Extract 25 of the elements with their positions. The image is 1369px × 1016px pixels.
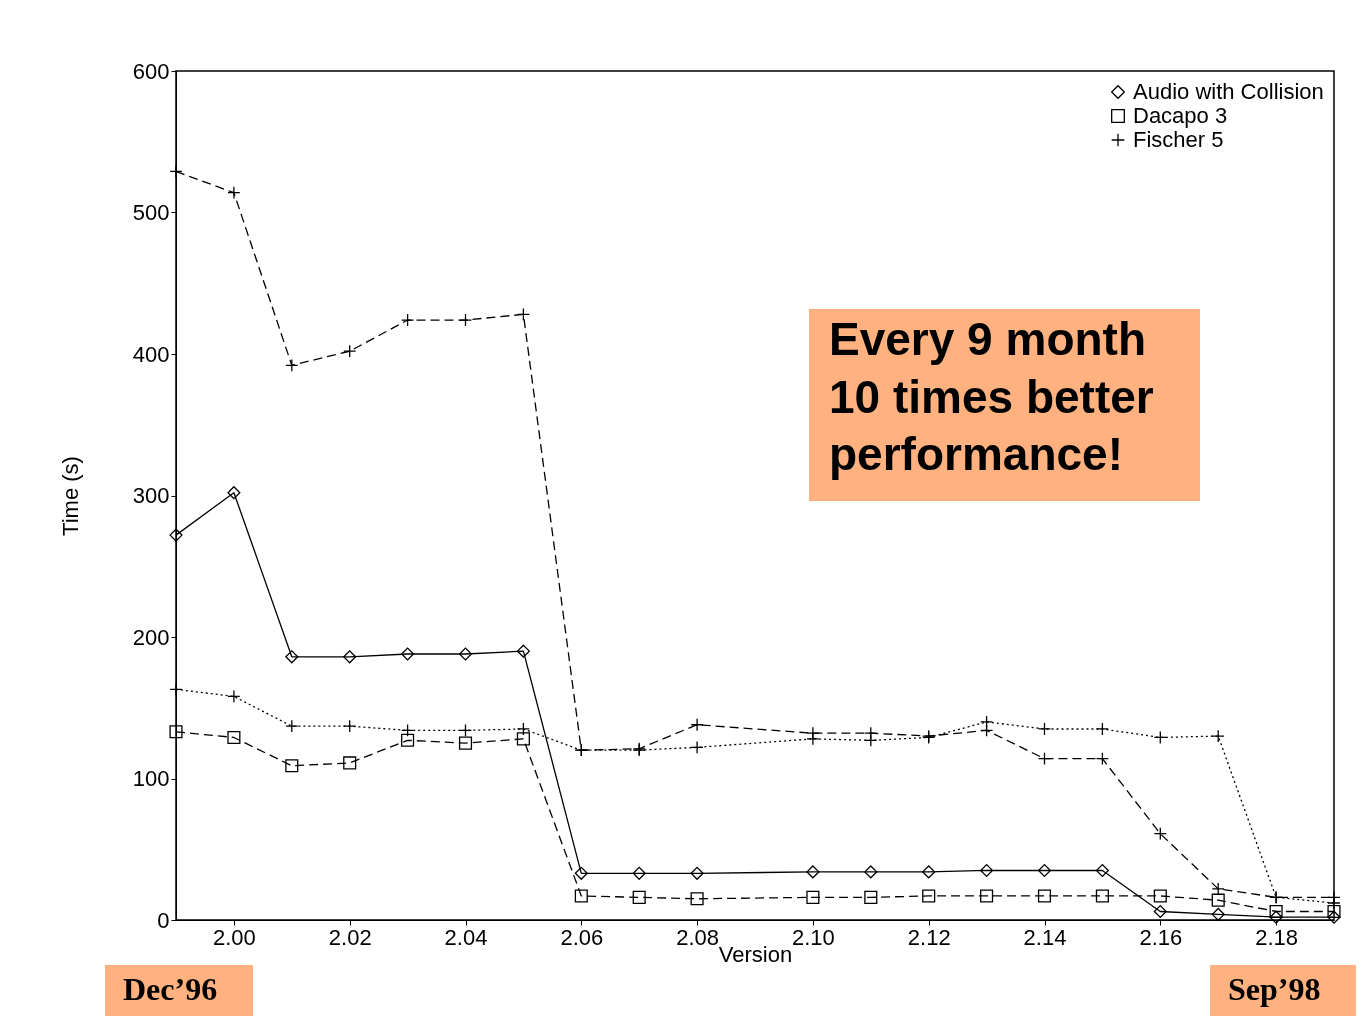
x-tick-label: 2.10 bbox=[791, 924, 835, 950]
legend-label: Dacapo 3 bbox=[1133, 103, 1228, 128]
text: Sep’98 bbox=[1228, 971, 1321, 1007]
y-tick-label: 0 bbox=[157, 907, 170, 933]
x-axis-title: Version bbox=[718, 941, 793, 967]
annotation: Every 9 month 10 times better performance! bbox=[829, 313, 1154, 480]
x-tick-label: 2.08 bbox=[676, 924, 720, 950]
x-tick-label: 2.18 bbox=[1255, 924, 1299, 950]
y-tick-label: 400 bbox=[132, 341, 170, 367]
y-axis-title: Time (s) bbox=[57, 456, 83, 536]
y-tick-label: 300 bbox=[132, 483, 170, 508]
legend-label: Audio with Collision bbox=[1133, 79, 1324, 104]
x-tick-label: 2.12 bbox=[907, 924, 951, 950]
y-tick-label: 500 bbox=[132, 200, 170, 225]
y-tick-label: 600 bbox=[132, 58, 170, 84]
legend-label: Fischer 5 bbox=[1133, 127, 1224, 152]
x-tick-label: 2.00 bbox=[212, 924, 256, 950]
x-tick-label: 2.06 bbox=[560, 924, 604, 950]
text: Dec’96 bbox=[123, 971, 218, 1007]
x-tick-label: 2.04 bbox=[444, 924, 488, 950]
y-tick-label: 200 bbox=[132, 624, 170, 650]
x-tick-label: 2.16 bbox=[1139, 924, 1183, 950]
x-tick-label: 2.02 bbox=[328, 924, 372, 950]
x-tick-label: 2.14 bbox=[1023, 924, 1067, 950]
y-tick-label: 100 bbox=[132, 766, 170, 791]
